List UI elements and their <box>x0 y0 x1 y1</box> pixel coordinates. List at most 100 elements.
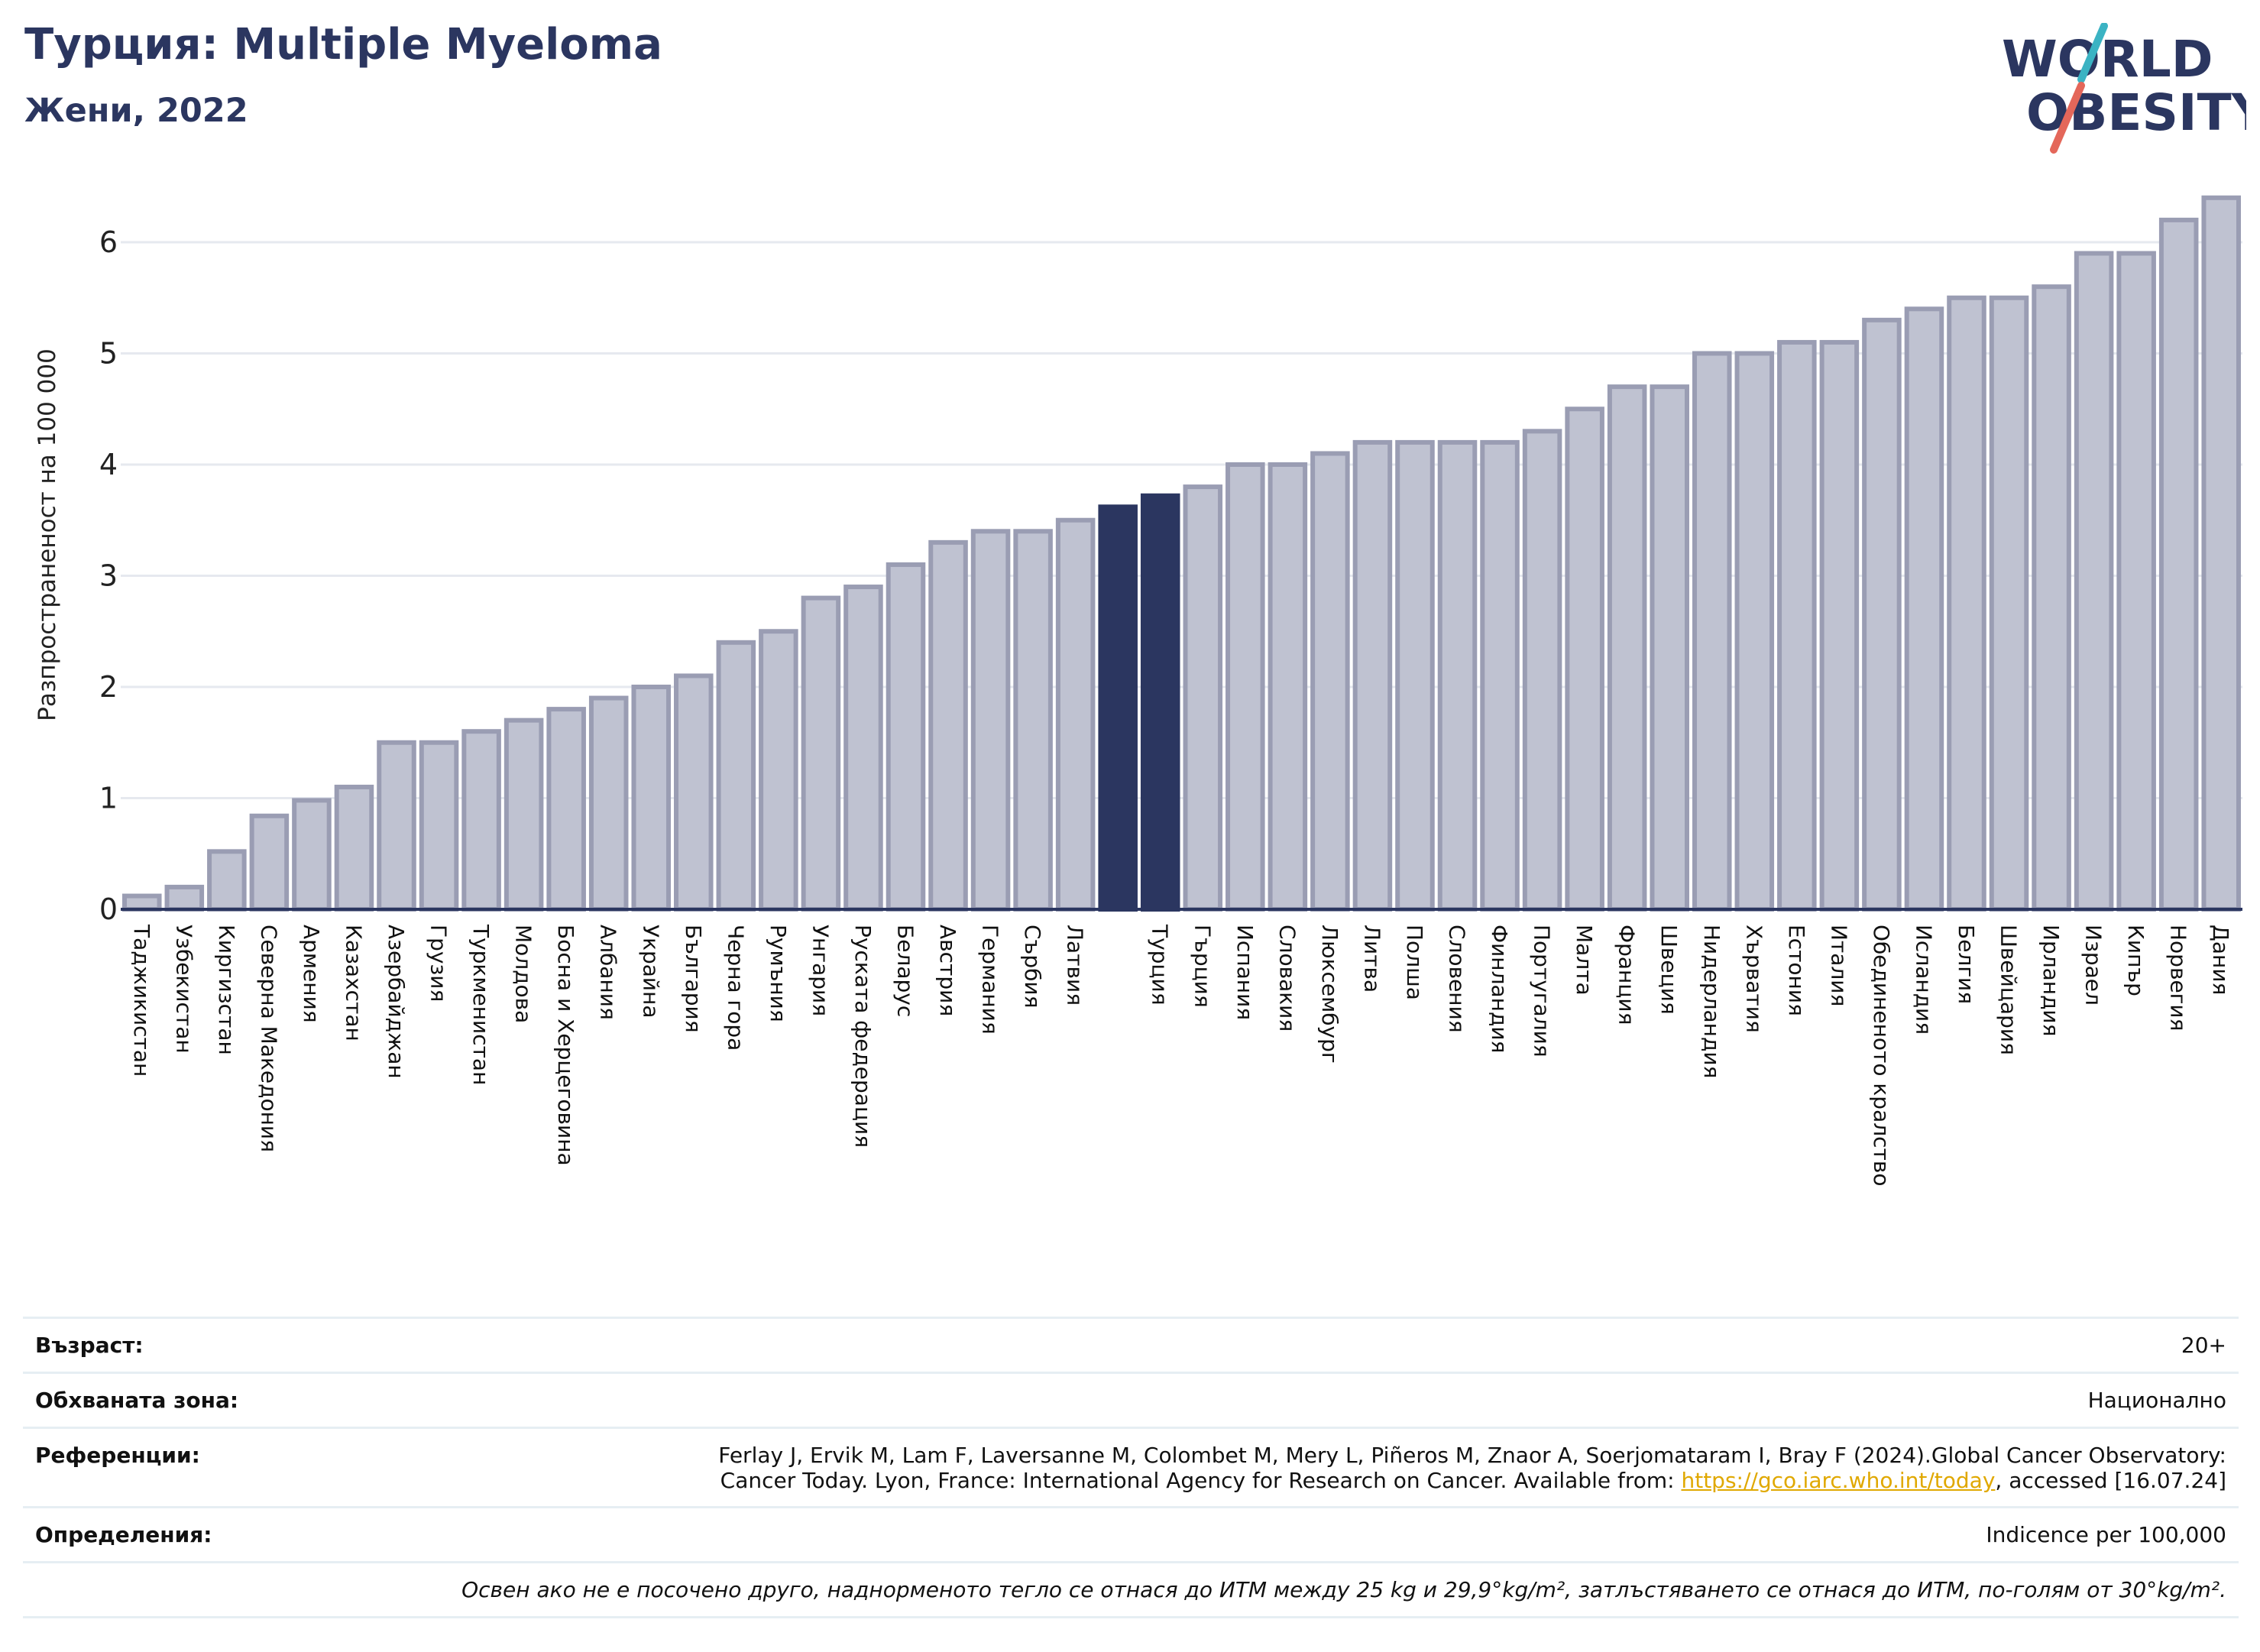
x-tick-label: Естония <box>1784 925 1809 1016</box>
x-tick-label: Португалия <box>1530 925 1555 1058</box>
bar <box>1226 462 1265 912</box>
x-tick-label: Германия <box>978 925 1003 1035</box>
bar <box>1183 484 1223 912</box>
x-tick-label: Обединеното кралство <box>1869 925 1894 1186</box>
x-tick-label: Норвегия <box>2166 925 2191 1031</box>
bar <box>886 562 926 912</box>
x-tick-label: Румъния <box>766 925 791 1022</box>
references-label: Референции: <box>35 1443 200 1468</box>
logo-text-world: WORLD <box>2002 30 2213 89</box>
x-tick-label: Армения <box>299 925 324 1023</box>
x-tick-label: Хърватия <box>1741 925 1766 1033</box>
bar <box>1777 339 1817 912</box>
bars <box>121 195 2242 912</box>
bar <box>588 695 629 912</box>
bar <box>1904 306 1944 912</box>
x-tick-label: Украйна <box>638 925 663 1019</box>
area-label: Обхваната зона: <box>35 1388 239 1413</box>
x-tick-label: Австрия <box>935 925 960 1016</box>
bar <box>1522 429 1562 912</box>
bar <box>2158 217 2199 912</box>
x-tick-label: Белгия <box>1954 925 1979 1004</box>
y-tick-label: 0 <box>99 892 118 926</box>
definitions-label: Определения: <box>35 1522 212 1547</box>
x-tick-label: Казахстан <box>341 925 366 1041</box>
info-table: Възраст: 20+ Обхваната зона: Национално … <box>23 1317 2239 1618</box>
world-obesity-logo: WORLD OBESITY <box>2002 23 2246 154</box>
info-row-references: Референции: Ferlay J, Ervik M, Lam F, La… <box>23 1427 2239 1506</box>
x-tick-label: Таджикистан <box>129 924 154 1077</box>
info-row-area: Обхваната зона: Национално <box>23 1372 2239 1427</box>
x-tick-label: Полша <box>1402 925 1427 1000</box>
references-line-1: Ferlay J, Ervik M, Lam F, Laversanne M, … <box>718 1443 2226 1468</box>
x-tick-label: Люксембург <box>1317 925 1342 1064</box>
bar <box>1565 407 1604 912</box>
bar <box>164 884 205 912</box>
x-tick-label: Кипър <box>2123 925 2148 996</box>
area-value: Национално <box>2087 1388 2226 1413</box>
bar <box>1862 317 1902 912</box>
bar <box>419 740 459 912</box>
bar <box>801 595 841 912</box>
x-tick-label: Северна Македония <box>256 925 281 1152</box>
bar <box>292 798 332 912</box>
x-tick-label: България <box>681 925 706 1033</box>
logo-slash-teal <box>2077 23 2108 83</box>
references-line-2-pre: Cancer Today. Lyon, France: Internationa… <box>720 1468 1682 1493</box>
x-tick-label: Словения <box>1445 925 1470 1033</box>
info-row-note: Освен ако не е посочено друго, наднормен… <box>23 1561 2239 1616</box>
x-tick-label: Сърбия <box>1020 925 1045 1008</box>
x-tick-label: Албания <box>596 925 621 1020</box>
x-tick-label: Азербайджан <box>384 925 409 1079</box>
x-tick-label: Грузия <box>426 925 452 1002</box>
bar <box>1310 451 1350 912</box>
references-line-2: Cancer Today. Lyon, France: Internationa… <box>718 1468 2226 1493</box>
bar <box>1989 295 2029 912</box>
bar <box>928 539 968 912</box>
bar <box>1013 529 1053 912</box>
bar <box>1395 439 1435 912</box>
x-tick-label: Дания <box>2208 925 2233 995</box>
y-axis-label: Разпространеност на 100 000 <box>34 348 61 721</box>
x-tick-label: Швейцария <box>1996 925 2022 1055</box>
bar <box>503 717 544 912</box>
bar <box>377 740 416 912</box>
x-tick-label: Швеция <box>1656 925 1682 1015</box>
x-tick-label: Унгария <box>808 925 833 1016</box>
bar <box>674 673 714 912</box>
x-tick-label: Испания <box>1232 925 1258 1020</box>
references-link[interactable]: https://gco.iarc.who.int/today <box>1681 1468 1996 1493</box>
bar <box>207 849 247 912</box>
age-value: 20+ <box>2181 1333 2226 1358</box>
bar <box>1607 384 1647 912</box>
definitions-value: Indicence per 100,000 <box>1986 1522 2226 1547</box>
bar <box>2074 251 2114 912</box>
bar-highlight <box>1098 504 1138 912</box>
bar <box>1947 295 1986 912</box>
bar <box>631 685 672 912</box>
chart-title: Турция: Multiple Myeloma <box>24 20 662 70</box>
bar <box>1480 439 1520 912</box>
bar <box>249 813 290 912</box>
x-tick-label: Молдова <box>511 925 536 1023</box>
note-text: Освен ако не е посочено друго, наднормен… <box>461 1577 2226 1602</box>
info-row-age: Възраст: 20+ <box>23 1317 2239 1372</box>
x-tick-label: Киргизстан <box>214 925 239 1055</box>
x-tick-label: Гърция <box>1190 925 1215 1008</box>
x-tick-label: Исландия <box>1911 925 1936 1035</box>
x-tick-label: Латвия <box>1063 925 1088 1006</box>
bar <box>546 707 586 912</box>
x-tick-label: Узбекистан <box>171 925 196 1054</box>
y-tick-label: 4 <box>99 448 118 481</box>
x-tick-label: Малта <box>1572 925 1597 996</box>
y-tick-label: 2 <box>99 670 118 704</box>
x-tick-label: Ирландия <box>2038 925 2064 1036</box>
x-tick-label: Турция <box>1148 924 1173 1006</box>
x-tick-label: Руската федерация <box>850 925 876 1148</box>
x-tick-label: Босна и Херцеговина <box>553 925 578 1166</box>
bar <box>1055 517 1096 912</box>
bar <box>1819 339 1860 912</box>
bar <box>1734 351 1775 912</box>
x-axis-labels: Таджикистан Узбекистан Киргизстан Северна М… <box>129 924 2233 1186</box>
bar <box>1692 351 1732 912</box>
